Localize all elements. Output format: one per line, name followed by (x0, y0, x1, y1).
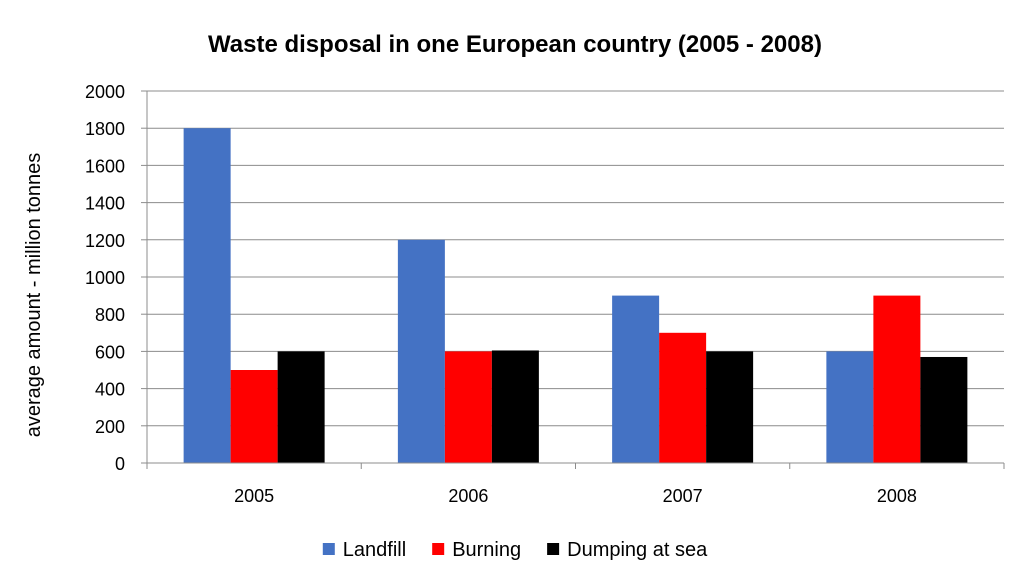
y-tick-label: 800 (95, 305, 125, 325)
y-tick-label: 1800 (85, 119, 125, 139)
y-axis-label: average amount - million tonnes (23, 153, 45, 438)
x-tick-label: 2008 (877, 486, 917, 506)
bar-burning-2007 (659, 332, 707, 463)
bar-burning-2006 (444, 351, 492, 463)
legend-label: Landfill (343, 539, 406, 561)
legend-swatch-dumping-at-sea (547, 543, 560, 555)
bars (183, 128, 968, 463)
legend-label: Dumping at sea (567, 539, 708, 561)
x-tick-label: 2007 (663, 486, 703, 506)
y-tick-label: 1600 (85, 156, 125, 176)
x-tick-label: 2005 (234, 486, 274, 506)
bar-dumping-at-sea-2005 (277, 351, 325, 463)
axes: 0 200 400 600 800 1000 1200 1400 1600 1800 2000 200… (85, 82, 1005, 506)
bar-burning-2008 (873, 295, 921, 463)
bar-landfill-2007 (612, 295, 660, 463)
bar-landfill-2008 (826, 351, 874, 463)
y-tick-label: 400 (95, 380, 125, 400)
y-tick-label: 200 (95, 417, 125, 437)
y-tick-label: 1200 (85, 231, 125, 251)
legend-swatch-burning (432, 543, 445, 555)
bar-landfill-2006 (397, 239, 445, 463)
legend-swatch-landfill (322, 543, 335, 555)
y-tick-label: 1000 (85, 268, 125, 288)
y-tick-label: 600 (95, 342, 125, 362)
y-tick-label: 0 (115, 454, 125, 474)
bar-dumping-at-sea-2007 (706, 351, 754, 463)
bar-dumping-at-sea-2008 (920, 356, 968, 463)
x-tick-label: 2006 (448, 486, 488, 506)
bar-dumping-at-sea-2006 (491, 350, 539, 463)
y-tick-label: 2000 (85, 82, 125, 102)
bar-burning-2005 (230, 370, 278, 463)
bar-landfill-2005 (183, 128, 231, 463)
legend: Landfill Burning Dumping at sea (322, 539, 708, 561)
chart-title: Waste disposal in one European country (… (208, 31, 822, 58)
y-tick-label: 1400 (85, 194, 125, 214)
legend-label: Burning (452, 539, 521, 561)
